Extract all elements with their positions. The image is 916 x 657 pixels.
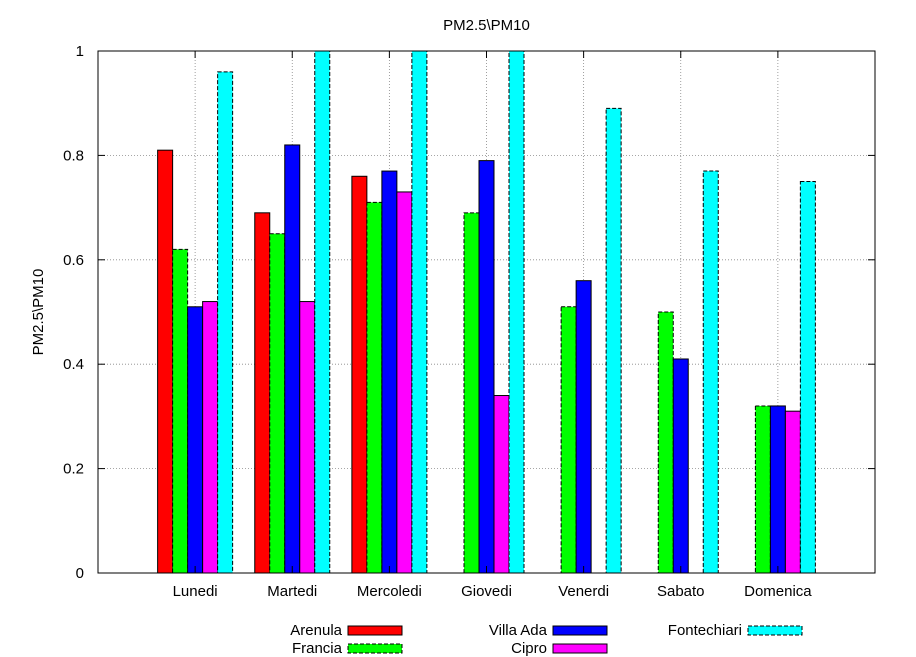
x-tick-label: Sabato: [657, 583, 705, 600]
legend-swatch: [552, 625, 608, 636]
legend-swatch: [552, 643, 608, 654]
y-tick-label: 0.6: [63, 252, 84, 269]
bar: [396, 191, 413, 574]
bar: [314, 50, 331, 574]
x-tick-label: Domenica: [744, 583, 812, 600]
legend-swatch: [347, 625, 403, 636]
bar: [366, 201, 383, 574]
legend-swatch: [747, 625, 803, 636]
x-tick-label: Martedi: [267, 583, 317, 600]
bar: [202, 301, 219, 574]
x-tick-label: Mercoledi: [357, 583, 422, 600]
legend-label: Villa Ada: [489, 622, 548, 639]
bar: [351, 175, 368, 574]
bars: [157, 50, 816, 574]
legend-label: Cipro: [511, 640, 547, 657]
bar: [784, 410, 801, 574]
x-tick-label: Lunedi: [173, 583, 218, 600]
bar: [754, 405, 771, 574]
bar: [672, 358, 689, 574]
bar: [560, 306, 577, 574]
bar: [508, 50, 525, 574]
bar: [187, 306, 204, 574]
bar: [575, 280, 592, 574]
chart-title: PM2.5\PM10: [443, 17, 530, 34]
bar: [172, 248, 189, 574]
bar: [769, 405, 786, 574]
legend-swatch: [347, 643, 403, 654]
legend-label: Fontechiari: [668, 622, 742, 639]
bar: [299, 301, 316, 574]
legend-label: Arenula: [290, 622, 342, 639]
axis-ticks: 0 0.2 0.4 0.6 0.8 1 Lunedi Martedi Mercoledi Giov…: [63, 43, 875, 600]
x-tick-label: Venerdi: [558, 583, 609, 600]
bar: [254, 212, 271, 574]
bar: [463, 212, 480, 574]
bar: [217, 71, 234, 574]
bar: [411, 50, 428, 574]
bar: [284, 144, 301, 574]
bar: [493, 395, 510, 574]
bar: [269, 233, 286, 574]
bar: [157, 149, 174, 574]
bar: [702, 170, 719, 574]
y-axis-label: PM2.5\PM10: [30, 269, 47, 356]
x-tick-label: Giovedi: [461, 583, 512, 600]
bar: [478, 160, 495, 574]
y-tick-label: 0.8: [63, 147, 84, 164]
y-tick-label: 0: [76, 565, 84, 582]
bar: [605, 107, 622, 574]
bar: [657, 311, 674, 574]
legend-label: Francia: [292, 640, 343, 657]
y-tick-label: 1: [76, 43, 84, 60]
bar: [381, 170, 398, 574]
y-tick-label: 0.4: [63, 356, 84, 373]
y-tick-label: 0.2: [63, 461, 84, 478]
bar: [799, 181, 816, 574]
